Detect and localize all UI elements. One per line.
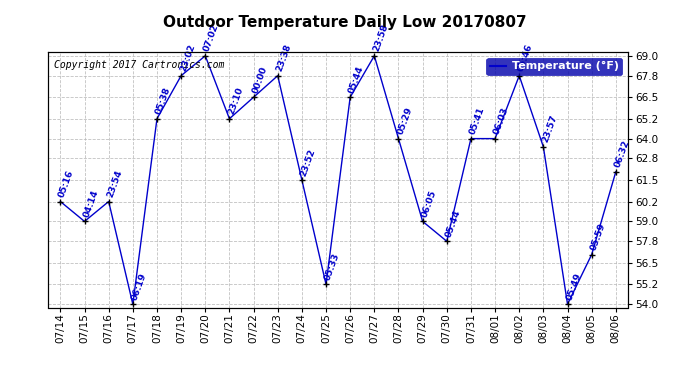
Legend: Temperature (°F): Temperature (°F): [486, 58, 622, 75]
Text: 05:33: 05:33: [323, 252, 342, 282]
Text: 05:16: 05:16: [57, 169, 76, 199]
Text: 05:44: 05:44: [347, 64, 366, 94]
Text: 06:03: 06:03: [492, 106, 511, 136]
Text: 07:02: 07:02: [202, 23, 221, 53]
Text: 23:58: 23:58: [371, 23, 390, 53]
Text: 23:57: 23:57: [540, 114, 559, 144]
Text: 23:10: 23:10: [226, 86, 245, 116]
Text: 00:00: 00:00: [250, 65, 268, 94]
Text: 04:14: 04:14: [81, 189, 100, 219]
Text: 06:19: 06:19: [130, 272, 148, 302]
Text: 05:49: 05:49: [564, 272, 583, 302]
Text: 23:02: 23:02: [178, 43, 197, 73]
Text: 05:44: 05:44: [444, 209, 462, 238]
Text: 05:46: 05:46: [516, 43, 535, 73]
Text: 06:32: 06:32: [613, 139, 631, 169]
Text: Outdoor Temperature Daily Low 20170807: Outdoor Temperature Daily Low 20170807: [164, 15, 526, 30]
Text: 06:05: 06:05: [420, 189, 438, 219]
Text: 05:38: 05:38: [154, 86, 172, 116]
Text: Copyright 2017 Cartronics.com: Copyright 2017 Cartronics.com: [54, 60, 224, 70]
Text: 23:52: 23:52: [299, 147, 317, 177]
Text: 05:29: 05:29: [395, 106, 414, 136]
Text: 05:59: 05:59: [589, 222, 607, 252]
Text: 05:41: 05:41: [468, 106, 486, 136]
Text: 23:38: 23:38: [275, 43, 293, 73]
Text: 23:54: 23:54: [106, 169, 124, 199]
